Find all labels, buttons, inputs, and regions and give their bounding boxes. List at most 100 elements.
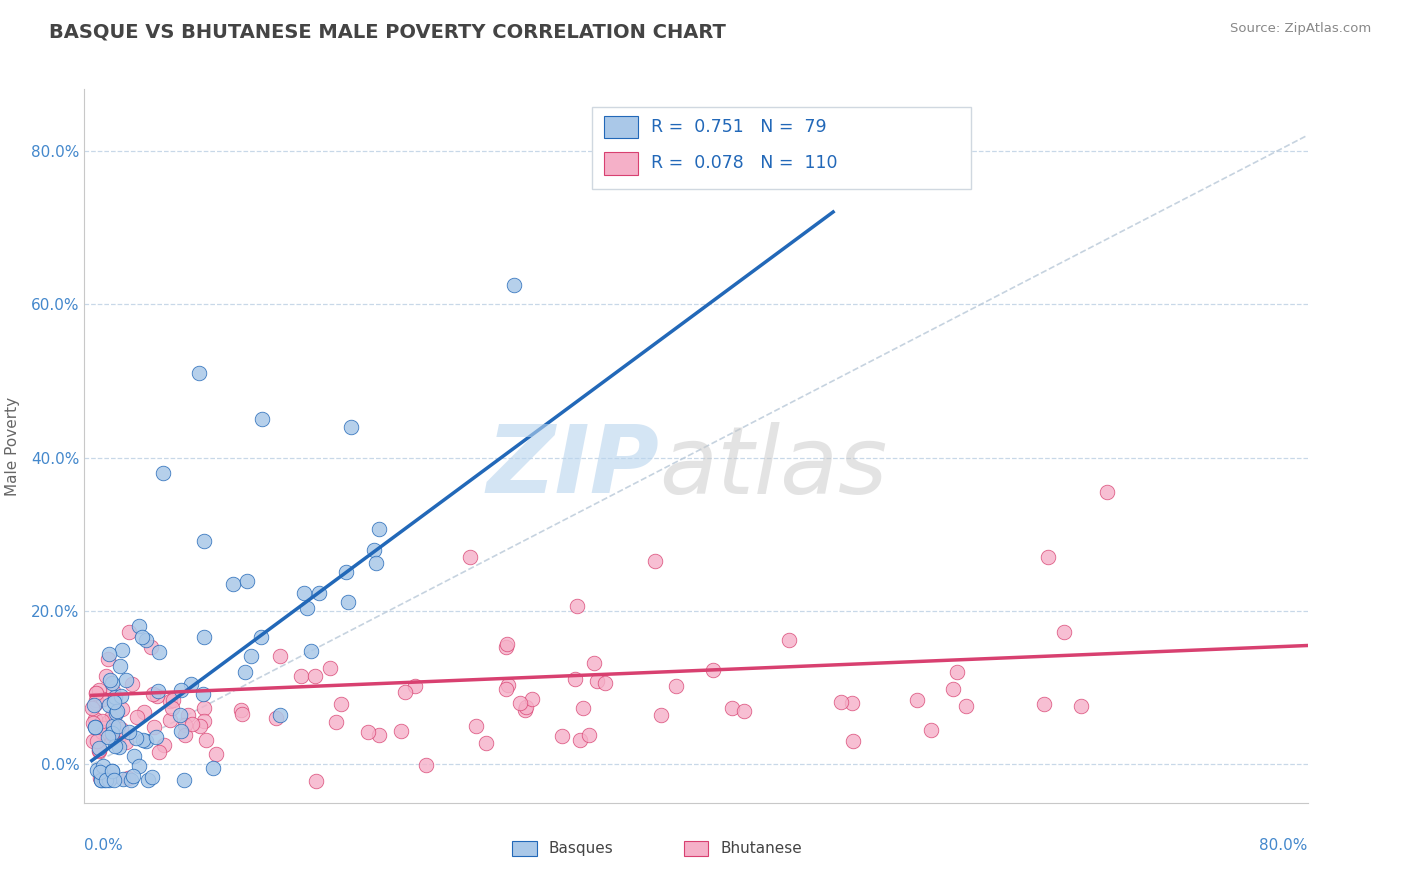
Point [169, 708, 191, 723]
Text: 0.0%: 0.0% [84, 838, 124, 854]
Point [304, 669, 326, 683]
Point [86, 734, 108, 748]
Point [93, 692, 115, 706]
Point [112, 772, 135, 787]
Point [148, 745, 170, 759]
Point [644, 554, 666, 568]
Point [733, 704, 755, 718]
Text: Source: ZipAtlas.com: Source: ZipAtlas.com [1230, 22, 1371, 36]
Point [830, 695, 852, 709]
Point [97, 648, 120, 662]
Point [475, 736, 498, 750]
Point [103, 772, 125, 787]
Point [180, 717, 202, 731]
Point [495, 640, 517, 655]
Point [122, 749, 145, 764]
Point [415, 757, 437, 772]
Point [1036, 550, 1059, 565]
Point [159, 714, 181, 728]
Point [842, 733, 865, 747]
Point [101, 684, 124, 698]
Point [1070, 698, 1092, 713]
Point [496, 637, 519, 651]
Text: 80.0%: 80.0% [1260, 838, 1308, 854]
Point [107, 719, 129, 733]
Point [513, 703, 536, 717]
Point [187, 366, 209, 380]
Point [233, 665, 256, 680]
Point [142, 687, 165, 701]
Point [308, 585, 330, 599]
Point [89, 744, 111, 758]
Point [193, 630, 215, 644]
Point [299, 643, 322, 657]
Point [193, 533, 215, 548]
Point [84, 686, 107, 700]
Point [515, 699, 537, 714]
Point [93, 772, 115, 787]
Point [93, 758, 115, 772]
Point [222, 576, 245, 591]
Point [174, 728, 197, 742]
Point [131, 630, 153, 644]
Text: atlas: atlas [659, 422, 887, 513]
Point [101, 675, 124, 690]
Point [340, 419, 363, 434]
Point [290, 669, 312, 683]
Point [128, 759, 150, 773]
Point [955, 698, 977, 713]
Point [104, 706, 127, 721]
Point [329, 697, 352, 711]
Point [335, 565, 357, 579]
Point [905, 692, 928, 706]
Point [91, 714, 114, 729]
Bar [683, 840, 709, 856]
Point [97, 730, 120, 744]
Point [336, 595, 359, 609]
Point [509, 696, 531, 710]
Text: R =  0.078   N =  110: R = 0.078 N = 110 [651, 154, 837, 172]
Point [97, 772, 120, 787]
Point [664, 679, 686, 693]
Point [117, 771, 139, 785]
Point [148, 645, 170, 659]
Point [83, 720, 105, 734]
Point [720, 701, 742, 715]
Point [389, 723, 412, 738]
Point [946, 665, 969, 679]
Point [97, 715, 120, 730]
Point [110, 659, 132, 673]
Point [83, 720, 105, 734]
Point [118, 624, 141, 639]
Point [101, 719, 124, 733]
Point [582, 656, 605, 670]
Point [84, 712, 107, 726]
Point [90, 772, 112, 787]
Point [564, 673, 586, 687]
Point [160, 701, 183, 715]
Bar [605, 116, 638, 138]
Point [363, 542, 385, 557]
Point [89, 741, 111, 756]
Point [141, 771, 163, 785]
Point [101, 731, 124, 746]
Point [176, 708, 198, 723]
Point [82, 715, 104, 730]
Point [89, 771, 111, 785]
Point [94, 772, 117, 787]
Point [297, 600, 319, 615]
Point [82, 701, 104, 715]
Point [920, 723, 942, 737]
Point [650, 708, 672, 723]
Point [115, 735, 138, 749]
Point [101, 709, 124, 723]
Text: ZIP: ZIP [486, 421, 659, 514]
Point [132, 705, 155, 719]
Point [269, 707, 291, 722]
Point [103, 695, 125, 709]
Point [108, 729, 131, 743]
Point [111, 702, 134, 716]
Point [205, 747, 228, 761]
Point [96, 669, 118, 683]
Point [458, 550, 481, 565]
